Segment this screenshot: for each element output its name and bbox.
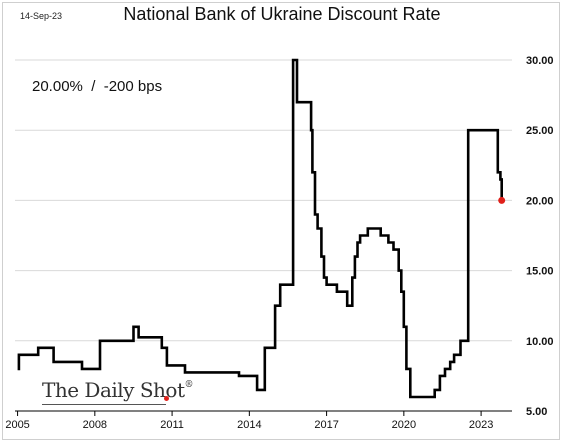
y-tick-label: 5.00	[526, 406, 547, 418]
x-tick-label: 2011	[160, 419, 184, 431]
series-line-0	[17, 58, 503, 399]
y-tick-label: 10.00	[526, 336, 554, 348]
x-tick-label: 2005	[5, 419, 29, 431]
logo-registered-mark: ®	[184, 380, 193, 390]
rate-annotation: 20.00% / -200 bps	[32, 78, 163, 95]
chart-title: National Bank of Ukraine Discount Rate	[123, 4, 441, 24]
x-tick-label: 2017	[314, 419, 338, 431]
x-tick-label: 2023	[469, 419, 493, 431]
y-tick-label: 20.00	[526, 195, 554, 207]
logo-text: The Daily Shot	[42, 378, 185, 402]
x-tick-label: 2020	[392, 419, 416, 431]
logo-dot	[164, 396, 169, 401]
logo-underline	[42, 404, 166, 405]
y-tick-label: 30.00	[526, 55, 554, 67]
last-value-marker	[498, 196, 506, 204]
logo: The Daily Shot®	[42, 378, 193, 402]
y-tick-label: 15.00	[526, 266, 554, 278]
x-tick-label: 2014	[237, 419, 261, 431]
date-stamp: 14-Sep-23	[20, 11, 63, 21]
y-tick-label: 25.00	[526, 125, 554, 137]
x-tick-label: 2008	[83, 419, 107, 431]
chart-frame	[2, 2, 560, 440]
